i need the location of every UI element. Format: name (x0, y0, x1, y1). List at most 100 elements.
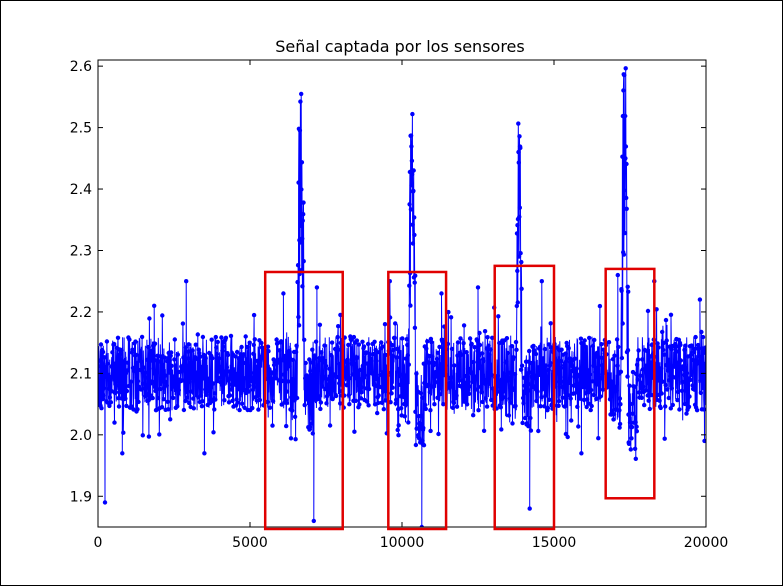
signal-point (682, 401, 688, 407)
signal-point (400, 336, 405, 341)
signal-point (572, 356, 577, 361)
signal-point (115, 373, 120, 378)
signal-point (636, 390, 642, 395)
signal-point (313, 339, 319, 344)
signal-point (189, 389, 194, 394)
signal-point (113, 390, 119, 395)
signal-point (116, 404, 122, 409)
signal-point (161, 386, 167, 391)
signal-point (104, 339, 110, 344)
signal-point (123, 396, 128, 401)
signal-point (143, 385, 149, 391)
signal-point (318, 400, 324, 405)
signal-point (198, 354, 203, 359)
signal-point (484, 404, 490, 409)
signal-point (701, 407, 706, 412)
signal-point (632, 384, 637, 389)
x-tick-label: 15000 (532, 535, 577, 551)
signal-point (489, 372, 494, 378)
signal-point (617, 421, 623, 427)
signal-point (609, 408, 615, 413)
signal-point (171, 395, 176, 401)
signal-point (100, 397, 105, 402)
signal-point (134, 375, 140, 380)
signal-point (359, 390, 364, 395)
signal-point (235, 400, 240, 405)
signal-point (336, 324, 341, 329)
signal-point (479, 351, 485, 356)
signal-point (440, 367, 445, 373)
signal-point (403, 356, 408, 361)
signal-point (684, 371, 690, 376)
signal-point (458, 336, 463, 341)
signal-point (379, 400, 384, 405)
signal-point (125, 360, 131, 365)
signal-point (683, 343, 688, 348)
signal-point (406, 420, 411, 425)
signal-point (547, 397, 552, 402)
signal-point (195, 332, 200, 337)
signal-point (295, 279, 300, 285)
signal-point (151, 379, 156, 385)
signal-point (400, 390, 405, 395)
signal-point (610, 357, 616, 362)
signal-point (649, 392, 654, 398)
axes-frame (97, 59, 707, 528)
signal-point (646, 380, 651, 386)
signal-point (317, 322, 323, 327)
signal-point (568, 396, 573, 401)
signal-point (322, 343, 327, 348)
signal-point (190, 348, 195, 353)
signal-point (694, 408, 700, 413)
signal-point (160, 313, 165, 318)
signal-point (258, 356, 264, 361)
signal-point (612, 353, 617, 358)
signal-point (409, 172, 415, 177)
signal-point (252, 384, 257, 390)
signal-point (670, 402, 675, 408)
signal-point (696, 359, 701, 364)
signal-point (152, 384, 157, 389)
signal-point (615, 363, 620, 368)
signal-point (646, 398, 651, 403)
signal-point (427, 389, 433, 395)
signal-point (290, 384, 295, 389)
signal-point (350, 361, 355, 367)
signal-point (517, 205, 522, 210)
signal-point (179, 364, 184, 369)
signal-point (432, 402, 437, 407)
signal-point (437, 392, 443, 397)
signal-point (693, 334, 698, 340)
signal-point (678, 358, 684, 363)
y-tick-label: 2.2 (70, 305, 92, 321)
signal-point (388, 370, 394, 375)
signal-point (225, 352, 231, 358)
signal-point (658, 405, 663, 411)
signal-point (106, 386, 112, 391)
signal-point (683, 365, 689, 371)
signal-point (289, 395, 294, 400)
signal-point (186, 356, 191, 361)
signal-point (667, 378, 672, 383)
signal-point (350, 372, 356, 377)
signal-point (558, 358, 564, 364)
signal-point (596, 372, 601, 377)
signal-point (512, 372, 518, 377)
signal-point (471, 413, 476, 418)
signal-point (216, 375, 221, 381)
signal-point (372, 339, 377, 344)
signal-point (110, 370, 116, 376)
signal-point (502, 382, 508, 387)
signal-point (586, 401, 591, 406)
signal-point (579, 371, 585, 376)
signal-point (237, 407, 242, 413)
signal-point (216, 356, 221, 361)
signal-point (520, 395, 526, 401)
signal-point (398, 382, 403, 387)
y-tick-label: 1.9 (70, 489, 92, 505)
signal-point (204, 392, 209, 397)
signal-point (640, 357, 645, 362)
signal-point (430, 354, 435, 359)
signal-point (370, 351, 376, 357)
signal-point (168, 417, 173, 422)
